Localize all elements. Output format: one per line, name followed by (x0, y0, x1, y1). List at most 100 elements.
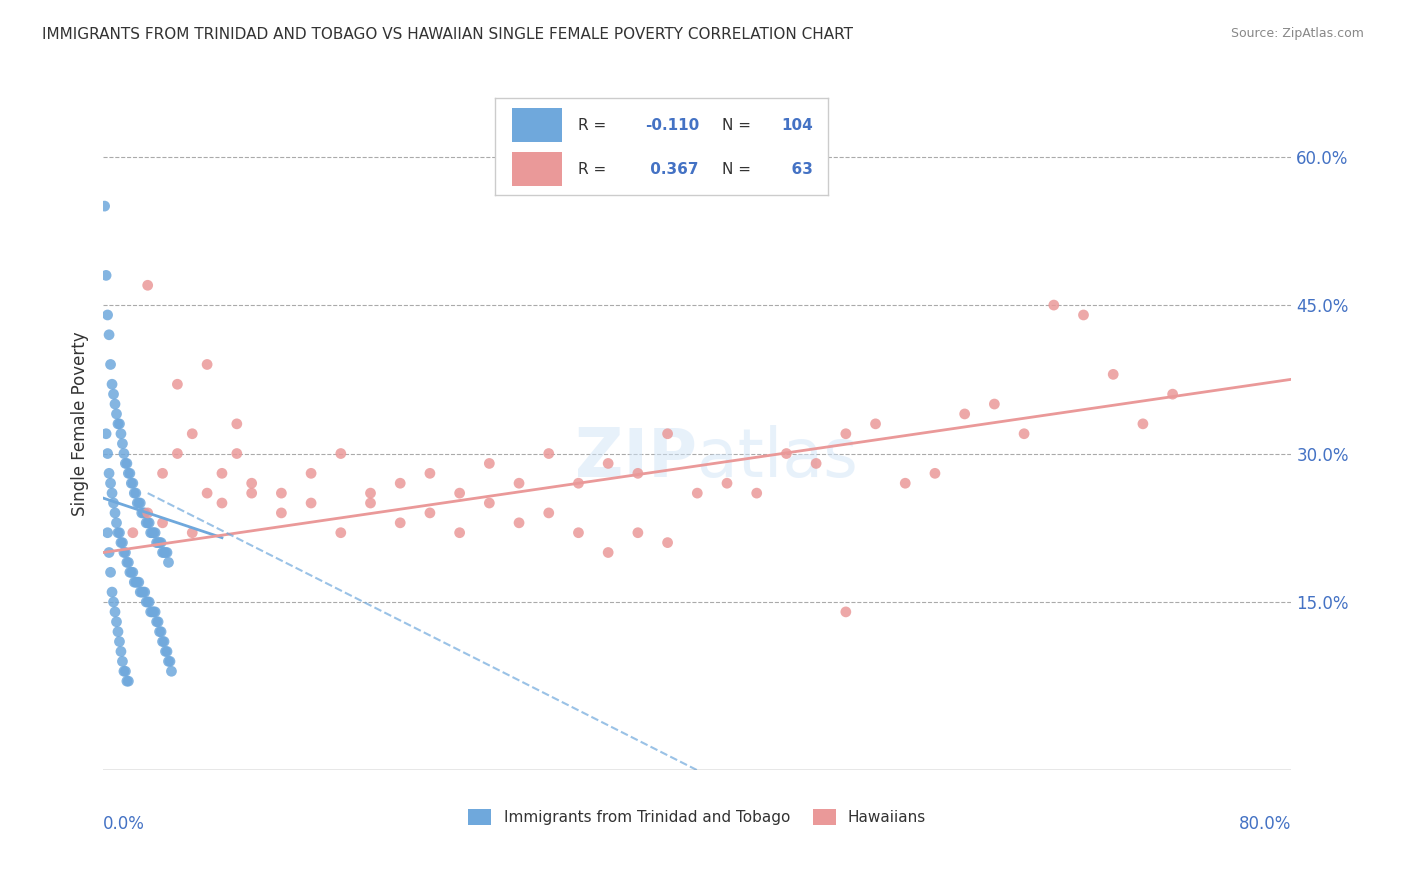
Point (129, 496, 152, 510)
Text: 0.0%: 0.0% (103, 814, 145, 833)
Point (894, 476, 917, 491)
Point (360, 496, 382, 510)
Point (124, 486, 146, 500)
Point (97, 525, 120, 540)
Point (100, 358, 122, 372)
Point (139, 605, 162, 619)
Point (211, 467, 233, 481)
Point (132, 585, 155, 599)
Point (121, 525, 143, 540)
Point (117, 467, 139, 481)
Point (449, 525, 471, 540)
Point (1012, 426, 1035, 441)
Point (155, 644, 177, 658)
Point (135, 595, 157, 609)
Point (775, 446, 797, 460)
Point (299, 496, 322, 510)
Text: 80.0%: 80.0% (1239, 814, 1292, 833)
Text: IMMIGRANTS FROM TRINIDAD AND TOBAGO VS HAWAIIAN SINGLE FEMALE POVERTY CORRELATIO: IMMIGRANTS FROM TRINIDAD AND TOBAGO VS H… (42, 27, 853, 42)
Point (153, 634, 176, 648)
Point (389, 516, 412, 530)
Point (114, 545, 136, 559)
Point (108, 417, 131, 431)
Point (156, 644, 179, 658)
Point (134, 585, 156, 599)
Point (270, 506, 292, 520)
Point (117, 674, 139, 689)
Point (627, 525, 650, 540)
Point (567, 525, 589, 540)
Point (104, 605, 127, 619)
Point (97, 446, 120, 460)
Point (508, 476, 530, 491)
Point (127, 496, 149, 510)
Point (110, 535, 132, 549)
Point (121, 566, 143, 580)
Point (953, 407, 976, 421)
Point (152, 634, 174, 648)
Point (211, 496, 233, 510)
Point (537, 446, 560, 460)
Point (598, 545, 620, 559)
Point (110, 644, 132, 658)
Point (150, 624, 173, 639)
Point (152, 545, 174, 559)
Point (537, 506, 560, 520)
Point (146, 615, 169, 629)
Point (136, 595, 159, 609)
Point (94, 426, 117, 441)
Point (128, 575, 150, 590)
Point (865, 417, 887, 431)
Point (127, 575, 149, 590)
Point (225, 417, 247, 431)
Point (136, 278, 159, 293)
Point (181, 525, 204, 540)
Point (93, 199, 115, 213)
Point (131, 506, 153, 520)
Text: atlas: atlas (697, 425, 858, 491)
Point (745, 486, 768, 500)
Point (103, 387, 125, 401)
Point (108, 634, 131, 648)
Point (150, 535, 173, 549)
Point (360, 486, 382, 500)
Point (804, 457, 827, 471)
Point (1102, 368, 1125, 382)
Point (131, 585, 153, 599)
Point (114, 665, 136, 679)
Point (100, 476, 122, 491)
Point (139, 525, 162, 540)
Text: ZIP: ZIP (575, 425, 697, 491)
Point (983, 397, 1005, 411)
Point (156, 545, 179, 559)
Point (166, 446, 188, 460)
Point (152, 516, 174, 530)
Point (478, 496, 501, 510)
Point (115, 555, 138, 569)
Point (389, 476, 412, 491)
Point (101, 377, 124, 392)
Point (159, 654, 181, 668)
Point (157, 555, 180, 569)
Point (101, 585, 124, 599)
Point (117, 555, 139, 569)
Point (108, 525, 131, 540)
Point (118, 467, 141, 481)
Point (240, 486, 263, 500)
Point (98, 545, 121, 559)
Point (195, 486, 218, 500)
Point (128, 496, 150, 510)
Point (152, 467, 174, 481)
Point (138, 595, 160, 609)
Point (107, 525, 129, 540)
Point (142, 525, 165, 540)
Point (329, 525, 352, 540)
Point (142, 605, 165, 619)
Point (141, 525, 163, 540)
Point (105, 615, 128, 629)
Point (94, 268, 117, 283)
Point (145, 615, 167, 629)
Point (100, 566, 122, 580)
Point (1073, 308, 1095, 322)
Point (143, 605, 166, 619)
